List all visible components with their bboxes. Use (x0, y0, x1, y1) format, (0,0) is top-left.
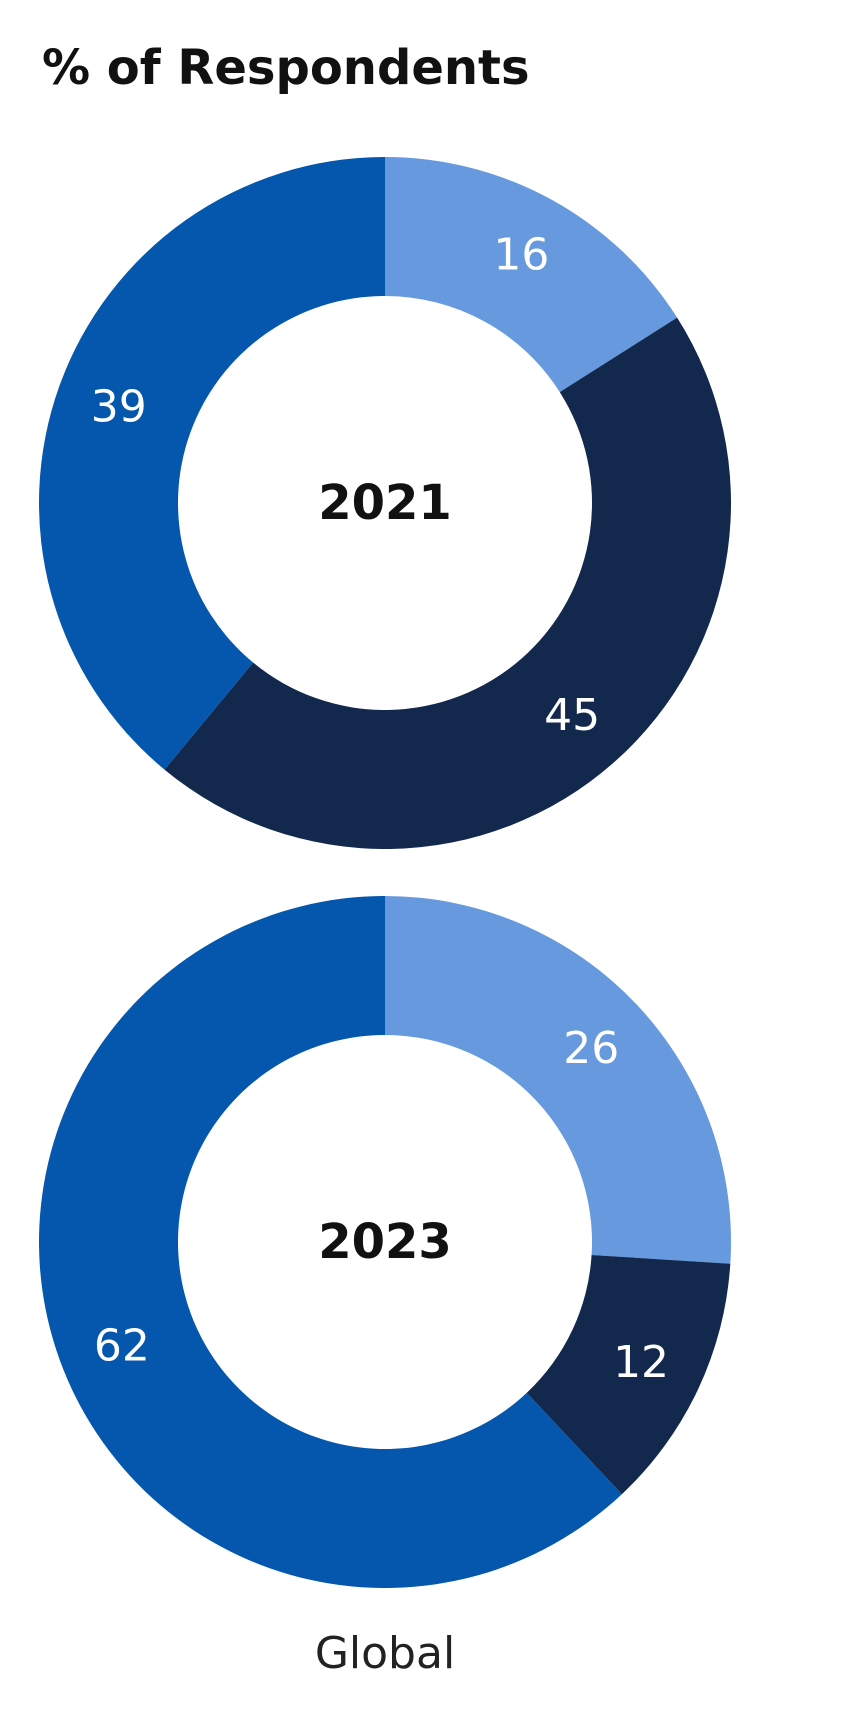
donut-center-label: 2021 (318, 475, 452, 531)
slice-value-label: 26 (563, 1023, 619, 1074)
donut-slice-2021-0 (385, 157, 678, 393)
slice-value-label: 16 (493, 230, 549, 281)
donut-slice-2023-2 (38, 896, 622, 1588)
donut-chart-2023: 26 12 62 2023 (38, 896, 731, 1588)
footer-label: Global (314, 1628, 456, 1679)
donut-chart-2021: 16 45 39 2021 (39, 157, 731, 849)
slice-value-label: 62 (94, 1321, 150, 1372)
chart-title: % of Respondents (42, 40, 530, 96)
slice-value-label: 45 (544, 690, 600, 741)
donut-center-label: 2023 (318, 1214, 452, 1270)
donut-slice-2023-0 (385, 896, 731, 1264)
donut-slice-2021-1 (164, 317, 731, 849)
slice-value-label: 12 (613, 1337, 669, 1388)
donut-slice-2021-2 (39, 157, 386, 770)
slice-value-label: 39 (91, 382, 147, 433)
donut-slice-2023-1 (526, 1254, 731, 1495)
